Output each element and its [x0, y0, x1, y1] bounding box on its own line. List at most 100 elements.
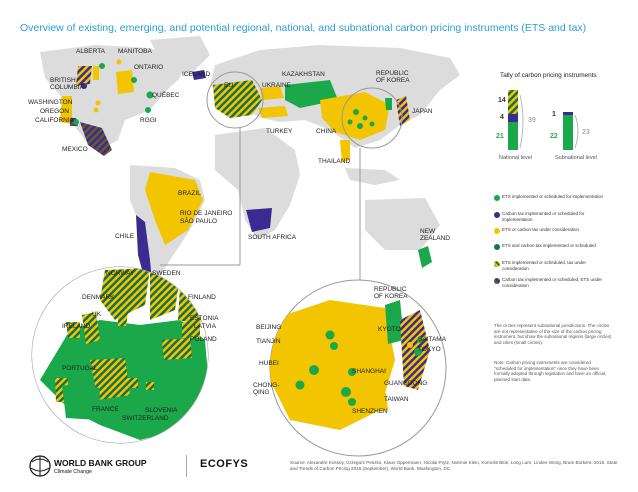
taiwan-inset-region: [378, 393, 388, 412]
label-ontario: ONTARIO: [134, 64, 164, 71]
ontario-region: [116, 70, 134, 94]
eu-zoom-ring: [206, 71, 264, 129]
beijing-circle: [325, 330, 335, 340]
legend-ets-tax: ETS and carbon tax implemented or schedu…: [502, 243, 596, 248]
label-rio: RIO DE JANEIRO: [180, 210, 233, 217]
national-brace: [519, 94, 524, 149]
label-thailand: THAILAND: [318, 158, 351, 165]
label-british-columbia: BRITISH COLUMBIA: [50, 77, 84, 91]
china-city-5: [347, 119, 353, 125]
ireland-region: [66, 322, 80, 338]
legend-tax: Carbon tax implemented or scheduled for …: [502, 211, 585, 222]
british-columbia-circle: [81, 83, 87, 89]
label-mexico: MEXICO: [62, 146, 88, 153]
turkey-region: [258, 106, 288, 118]
legend-ets-tax-swatch: [494, 244, 500, 250]
label-saitama: SAITAMA: [418, 336, 447, 343]
quebec-circle: [146, 91, 154, 99]
national-bar-mid: [508, 114, 518, 122]
africa-land: [215, 128, 300, 240]
subnational-top-count: 1: [552, 111, 556, 118]
ukraine-region: [260, 86, 284, 100]
label-republic-of-korea: REPUBLIC OF KOREA: [376, 70, 410, 84]
switzerland-region: [126, 378, 138, 388]
label-tianjin: TIANJIN: [256, 338, 281, 345]
label-rggi: RGGI: [140, 117, 157, 124]
label-beijing: BEIJING: [256, 324, 282, 331]
national-bar-bottom: [508, 122, 518, 150]
legend-tax-swatch: [494, 212, 500, 218]
label-california: CALIFORNIA: [35, 117, 75, 124]
china-city-4: [369, 121, 375, 127]
note-scheduled: Note: Carbon pricing instruments are con…: [494, 360, 607, 382]
legend-ets-tax-consideration: ETS implemented or scheduled, tax under …: [502, 260, 587, 271]
national-top-count: 14: [498, 97, 506, 104]
manitoba-circle: [116, 59, 122, 65]
label-estonia: ESTONIA: [190, 315, 219, 322]
label-quebec: QUÉBEC: [152, 92, 180, 99]
source-citation: Source: Alexandre Kossoy, Grzegorz Peszk…: [290, 460, 618, 471]
korea-inset-region: [385, 300, 404, 344]
china-city-1: [353, 109, 359, 115]
eu-region: [213, 80, 262, 118]
chongqing-circle: [295, 380, 305, 390]
label-sao-paulo: SÃO PAULO: [180, 218, 218, 225]
label-portugal: PORTUGAL: [62, 365, 98, 372]
world-bank-subtitle: Climate Change: [54, 469, 92, 475]
national-mid-count: 4: [500, 114, 504, 121]
norway-region: [100, 268, 150, 320]
france-region: [90, 358, 130, 400]
label-latvia: LATVIA: [194, 323, 216, 330]
tianjin-circle: [330, 342, 338, 350]
label-shanghai: SHANGHAI: [352, 368, 386, 375]
label-ireland: IRELAND: [62, 323, 91, 330]
shenzhen-circle: [348, 398, 356, 406]
new-zealand-region: [418, 246, 432, 268]
legend-ets-swatch: [494, 195, 500, 201]
australia-land: [365, 198, 440, 250]
label-tokyo: TOKYO: [418, 346, 441, 353]
korea-region: [385, 98, 392, 110]
national-label: National level: [499, 155, 533, 161]
label-guangdong: GUANGDONG: [384, 380, 428, 387]
china-inset-region: [270, 300, 395, 430]
label-korea-inset: REPUBLIC OF KOREA: [374, 286, 408, 300]
washington-circle: [95, 100, 101, 106]
south-africa-region: [246, 208, 272, 232]
legend-tax-ets-consideration-swatch: [494, 278, 500, 284]
denmark-region: [118, 312, 128, 326]
label-kazakhstan: KAZAKHSTAN: [282, 71, 325, 78]
label-chile: CHILE: [115, 233, 135, 240]
label-iceland: ICELAND: [182, 71, 211, 78]
label-france: FRANCE: [92, 406, 119, 413]
alberta-circle: [99, 63, 105, 69]
subnational-total: 23: [582, 129, 590, 136]
label-chongqing: CHONG- QING: [253, 382, 280, 396]
spain-region: [62, 385, 100, 420]
label-slovenia: SLOVENIA: [145, 407, 178, 414]
estonia-latvia-region: [182, 322, 200, 338]
label-hubei: HUBEI: [259, 360, 279, 367]
indonesia-land: [345, 168, 400, 185]
thailand-region: [340, 140, 350, 162]
label-switzerland: SWITZERLAND: [122, 415, 169, 422]
subnational-label: Subnational level: [555, 155, 597, 161]
subnational-bottom-count: 22: [550, 133, 558, 140]
chile-region: [136, 215, 152, 284]
label-brazil: BRAZIL: [178, 190, 201, 197]
label-china: CHINA: [316, 128, 337, 135]
label-sweden: SWEDEN: [152, 270, 181, 277]
label-kyoto: KYOTO: [378, 326, 401, 333]
china-city-3: [357, 123, 363, 129]
ecofys-logo: ECOFYS: [200, 458, 249, 470]
shanghai-circle: [348, 368, 356, 376]
label-uk: UK: [92, 311, 102, 318]
guangdong-circle: [341, 387, 351, 397]
national-bar-top: [508, 90, 518, 114]
ontario-circle: [131, 77, 137, 83]
subnational-bar-bottom: [563, 115, 573, 150]
legend-tax-ets-consideration: Carbon tax implemented or scheduled, ETS…: [502, 277, 603, 288]
label-denmark: DENMARK: [82, 294, 115, 301]
subnational-brace: [574, 114, 579, 149]
